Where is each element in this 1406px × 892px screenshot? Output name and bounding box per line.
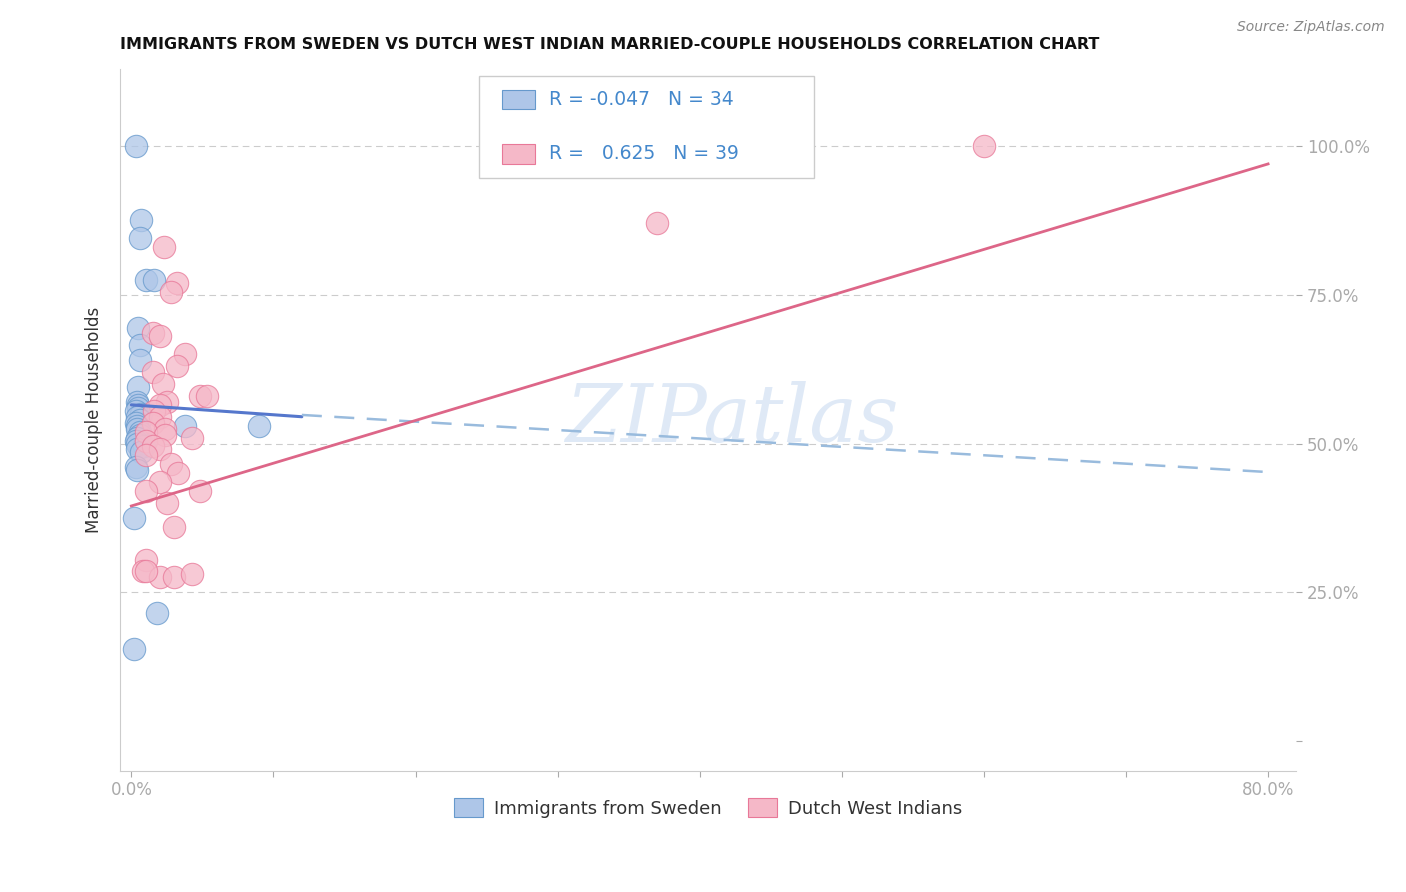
Point	[128, 353, 150, 368]
Point	[122, 641, 145, 656]
Point	[174, 347, 197, 361]
Point	[153, 240, 176, 254]
Point	[155, 427, 177, 442]
Point	[149, 398, 172, 412]
Point	[124, 416, 146, 430]
Point	[163, 520, 186, 534]
Point	[124, 434, 146, 448]
Point	[142, 440, 165, 454]
Point	[125, 418, 148, 433]
Y-axis label: Married-couple Households: Married-couple Households	[86, 307, 103, 533]
Point	[142, 365, 165, 379]
Point	[128, 425, 150, 439]
Point	[125, 422, 148, 436]
Point	[149, 409, 172, 424]
Point	[142, 326, 165, 341]
Point	[122, 511, 145, 525]
Point	[149, 570, 172, 584]
Point	[124, 139, 146, 153]
Point	[135, 565, 157, 579]
Point	[181, 431, 204, 445]
Point	[125, 463, 148, 477]
Point	[135, 484, 157, 499]
Point	[143, 273, 166, 287]
Point	[155, 422, 177, 436]
Point	[125, 436, 148, 450]
Point	[160, 458, 183, 472]
Point	[247, 418, 270, 433]
Point	[166, 359, 188, 374]
Point	[188, 484, 211, 499]
Point	[135, 273, 157, 287]
Point	[645, 216, 668, 230]
Point	[129, 445, 152, 459]
Point	[128, 231, 150, 245]
Point	[195, 389, 218, 403]
Point	[163, 570, 186, 584]
Point	[125, 442, 148, 457]
Point	[127, 401, 149, 415]
Point	[127, 380, 149, 394]
Point	[125, 431, 148, 445]
Point	[146, 606, 169, 620]
FancyBboxPatch shape	[502, 144, 536, 163]
Point	[135, 425, 157, 439]
Text: IMMIGRANTS FROM SWEDEN VS DUTCH WEST INDIAN MARRIED-COUPLE HOUSEHOLDS CORRELATIO: IMMIGRANTS FROM SWEDEN VS DUTCH WEST IND…	[120, 37, 1099, 53]
Point	[125, 395, 148, 409]
Point	[973, 139, 995, 153]
Point	[135, 449, 157, 463]
Point	[135, 552, 157, 566]
Point	[129, 407, 152, 421]
Point	[174, 418, 197, 433]
Point	[156, 395, 179, 409]
Point	[127, 398, 149, 412]
Text: R = -0.047   N = 34: R = -0.047 N = 34	[550, 90, 734, 109]
FancyBboxPatch shape	[479, 76, 814, 178]
Point	[128, 413, 150, 427]
Point	[181, 567, 204, 582]
Point	[131, 565, 153, 579]
Point	[152, 377, 174, 392]
Point	[127, 320, 149, 334]
Point	[129, 213, 152, 227]
Point	[149, 442, 172, 457]
Text: ZIPatlas: ZIPatlas	[565, 381, 898, 458]
FancyBboxPatch shape	[502, 90, 536, 110]
Point	[134, 440, 156, 454]
Text: R =   0.625   N = 39: R = 0.625 N = 39	[550, 145, 740, 163]
Point	[124, 460, 146, 475]
Point	[156, 496, 179, 510]
Point	[160, 285, 183, 299]
Text: Source: ZipAtlas.com: Source: ZipAtlas.com	[1237, 20, 1385, 34]
Point	[188, 389, 211, 403]
Point	[149, 475, 172, 490]
Point	[143, 404, 166, 418]
Point	[128, 427, 150, 442]
Point	[167, 467, 190, 481]
Point	[124, 404, 146, 418]
Legend: Immigrants from Sweden, Dutch West Indians: Immigrants from Sweden, Dutch West India…	[447, 791, 970, 825]
Point	[142, 416, 165, 430]
Point	[135, 434, 157, 448]
Point	[125, 409, 148, 424]
Point	[166, 276, 188, 290]
Point	[149, 329, 172, 343]
Point	[128, 338, 150, 352]
